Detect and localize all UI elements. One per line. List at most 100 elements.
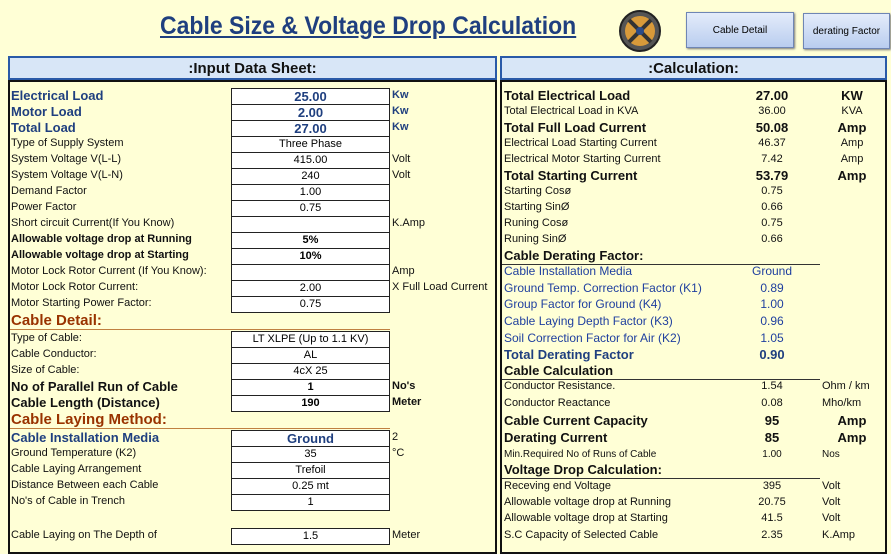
field-unit: Kw <box>392 89 409 101</box>
field-unit: Meter <box>392 529 421 541</box>
field-value: 5% <box>231 232 390 249</box>
field-label: Cable Length (Distance) <box>11 395 160 410</box>
result-label: Total Full Load Current <box>504 120 647 135</box>
field-label: Motor Load <box>11 104 82 119</box>
result-label: Receving end Voltage <box>504 480 612 492</box>
result-value: 395 <box>762 480 782 492</box>
field-value: 25.00 <box>231 88 390 105</box>
field-label: System Voltage V(L-L) <box>11 153 122 165</box>
field-unit: Amp <box>392 265 415 277</box>
result-label: Starting Cosø <box>504 185 572 197</box>
field-label: Demand Factor <box>11 185 87 197</box>
section-underline <box>502 264 820 265</box>
field-value: 1.00 <box>231 184 390 201</box>
field-label: Power Factor <box>11 201 77 213</box>
result-label: Min.Required No of Runs of Cable <box>504 449 657 460</box>
result-value: 1.54 <box>761 380 783 392</box>
result-label: Conductor Resistance. <box>504 380 616 392</box>
cable-detail-button[interactable]: Cable Detail <box>686 12 794 48</box>
section-underline <box>502 478 820 479</box>
field-value: 2.00 <box>231 104 390 121</box>
field-value: 35 <box>231 446 390 463</box>
result-value: Ground <box>751 264 793 278</box>
result-unit: Mho/km <box>822 397 862 409</box>
section-title: Voltage Drop Calculation: <box>504 462 662 477</box>
result-label: Electrical Load Starting Current <box>504 137 657 149</box>
field-value: Three Phase <box>231 136 390 153</box>
page: Cable Size & Voltage Drop Calculation Ca… <box>8 10 890 554</box>
field-value: 240 <box>231 168 390 185</box>
result-value: 1.00 <box>762 449 782 460</box>
result-value: 1.05 <box>760 331 784 345</box>
result-value: 0.89 <box>760 281 784 295</box>
result-value: 95 <box>764 413 780 428</box>
field-label: Cable Laying Arrangement <box>11 463 142 475</box>
result-unit: Volt <box>822 496 841 508</box>
result-unit: Amp <box>837 168 867 183</box>
result-unit: Volt <box>822 512 841 524</box>
result-value: 36.00 <box>758 105 786 117</box>
result-value: 50.08 <box>755 120 789 135</box>
result-value: 0.75 <box>761 185 783 197</box>
result-label: Electrical Motor Starting Current <box>504 153 661 165</box>
field-label: Allowable voltage drop at Starting <box>11 249 189 261</box>
result-value: 46.37 <box>758 137 786 149</box>
section-title: Cable Derating Factor: <box>504 248 644 263</box>
field-unit: Kw <box>392 105 409 117</box>
section-title: Cable Laying Method: <box>11 411 167 428</box>
field-value: 4cX 25 <box>231 363 390 380</box>
field-label: Cable Installation Media <box>11 430 160 445</box>
field-value: 415.00 <box>231 152 390 169</box>
result-label: Cable Installation Media <box>504 264 633 278</box>
result-unit: KW <box>841 88 863 103</box>
result-value: 0.66 <box>761 233 783 245</box>
field-unit: 2 <box>392 431 399 443</box>
field-label: Short circuit Current(If You Know) <box>11 217 175 229</box>
field-value: AL <box>231 347 390 364</box>
field-value[interactable] <box>231 216 390 233</box>
derating-factor-button[interactable]: derating Factor <box>803 13 890 49</box>
field-label: System Voltage V(L-N) <box>11 169 123 181</box>
result-value: 7.42 <box>761 153 783 165</box>
field-label: Ground Temperature (K2) <box>11 447 137 459</box>
title: Cable Size & Voltage Drop Calculation <box>160 12 577 40</box>
result-unit: Volt <box>822 480 841 492</box>
field-label: Electrical Load <box>11 88 104 103</box>
result-value: 0.90 <box>759 347 785 362</box>
result-value: 2.35 <box>761 529 783 541</box>
field-unit: No's <box>392 380 416 392</box>
field-label: Distance Between each Cable <box>11 479 159 491</box>
result-label: Group Factor for Ground (K4) <box>504 297 662 311</box>
result-unit: Amp <box>837 430 867 445</box>
field-unit: Kw <box>392 121 409 133</box>
field-label: Size of Cable: <box>11 364 80 376</box>
field-unit: Volt <box>392 153 411 165</box>
field-value: 10% <box>231 248 390 265</box>
result-unit: KVA <box>841 105 863 117</box>
field-label: Allowable voltage drop at Running <box>11 233 192 245</box>
field-value: 0.75 <box>231 296 390 313</box>
result-label: Cable Laying Depth Factor (K3) <box>504 314 673 328</box>
result-label: Soil Correction Factor for Air (K2) <box>504 331 681 345</box>
section-title: Cable Calculation <box>504 363 614 378</box>
result-value: 27.00 <box>755 88 789 103</box>
section-underline <box>10 329 390 330</box>
field-value[interactable] <box>231 264 390 281</box>
result-unit: Ohm / km <box>822 380 870 392</box>
field-label: Total Load <box>11 120 76 135</box>
result-value: 0.75 <box>761 217 783 229</box>
section-underline <box>502 379 820 380</box>
field-value: Trefoil <box>231 462 390 479</box>
result-label: Runing Cosø <box>504 217 569 229</box>
field-value: 0.25 mt <box>231 478 390 495</box>
field-value: 1 <box>231 494 390 511</box>
field-value: 190 <box>231 395 390 412</box>
section-title: Cable Detail: <box>11 312 102 329</box>
result-unit: K.Amp <box>822 529 856 541</box>
field-value: 2.00 <box>231 280 390 297</box>
field-value: LT XLPE (Up to 1.1 KV) <box>231 331 390 348</box>
field-label: Cable Conductor: <box>11 348 97 360</box>
result-label: Derating Current <box>504 430 608 445</box>
field-value: 0.75 <box>231 200 390 217</box>
result-label: Total Starting Current <box>504 168 638 183</box>
